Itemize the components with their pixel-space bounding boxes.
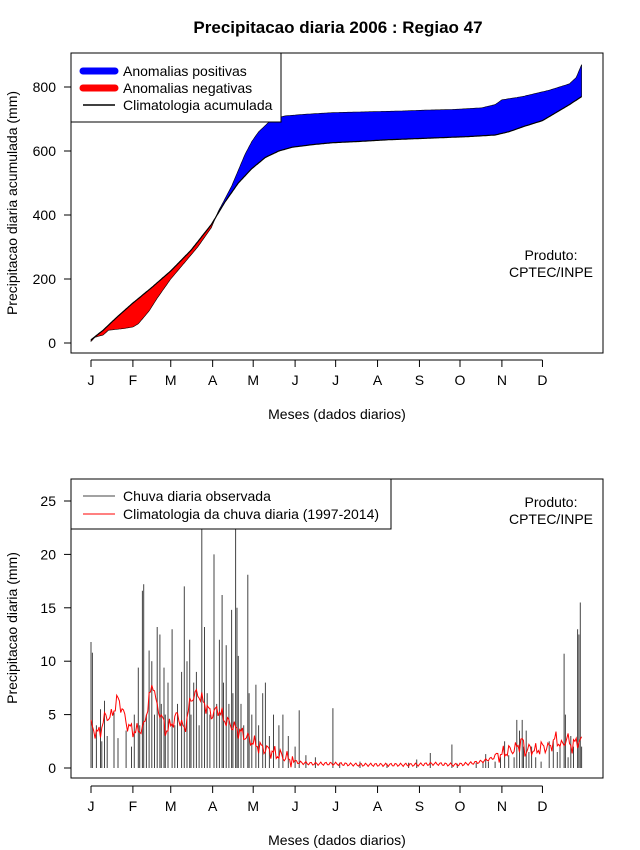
y-tick-label: 200: [33, 271, 57, 287]
x-tick-label: A: [208, 798, 218, 814]
legend-label-observed: Chuva diaria observada: [123, 488, 271, 504]
chart-title: Precipitacao diaria 2006 : Regiao 47: [193, 18, 482, 37]
x-tick-label: A: [208, 372, 218, 388]
y-tick-label: 400: [33, 207, 57, 223]
x-tick-label: M: [165, 372, 177, 388]
daily-y-ticks: 0 5 10 15 20 25: [40, 493, 71, 776]
legend-label-climatology: Climatologia acumulada: [123, 97, 273, 113]
x-tick-label: D: [537, 372, 547, 388]
cumulative-x-axis-label: Meses (dados diarios): [268, 406, 406, 422]
y-tick-label: 5: [48, 707, 56, 723]
y-tick-label: 600: [33, 143, 57, 159]
x-tick-label: M: [247, 372, 259, 388]
daily-y-axis-label: Precipitacao diaria (mm): [4, 552, 20, 704]
daily-legend-box: [70, 478, 392, 530]
x-tick-label: N: [497, 798, 507, 814]
x-tick-label: O: [455, 372, 466, 388]
x-tick-label: S: [415, 372, 424, 388]
legend-label-daily-climatology: Climatologia da chuva diaria (1997-2014): [123, 506, 379, 522]
cumulative-y-ticks: 0 200 400 600 800: [33, 79, 71, 351]
daily-product-label: Produto:: [525, 494, 578, 510]
daily-climatology-line: [90, 685, 583, 768]
x-tick-label: F: [129, 372, 138, 388]
x-tick-label: M: [247, 798, 259, 814]
daily-product-source: CPTEC/INPE: [509, 511, 593, 527]
x-tick-label: F: [129, 798, 138, 814]
x-tick-label: J: [88, 798, 95, 814]
x-tick-label: O: [455, 798, 466, 814]
x-tick-label: J: [88, 372, 95, 388]
y-tick-label: 10: [40, 653, 56, 669]
observed-daily-bars: [90, 511, 583, 768]
negative-anomaly-area: [90, 214, 217, 343]
y-tick-label: 0: [48, 760, 56, 776]
x-tick-label: A: [373, 372, 383, 388]
cumulative-legend: Anomalias positivas Anomalias negativas …: [70, 52, 282, 123]
cumulative-panel: 0 200 400 600 800 J F M A M J J A S O N D Meses (dados …: [4, 52, 604, 422]
x-tick-label: J: [332, 372, 339, 388]
cumulative-product-source: CPTEC/INPE: [509, 264, 593, 280]
daily-x-axis-label: Meses (dados diarios): [268, 832, 406, 848]
x-tick-label: M: [165, 798, 177, 814]
x-tick-label: J: [292, 798, 299, 814]
legend-label-positive: Anomalias positivas: [123, 63, 247, 79]
y-tick-label: 0: [48, 335, 56, 351]
climatology-cumulative-line: [90, 96, 582, 341]
x-tick-label: J: [292, 372, 299, 388]
cumulative-y-axis-label: Precipitacao diaria acumulada (mm): [4, 91, 20, 315]
y-tick-label: 25: [40, 493, 56, 509]
cumulative-plot-frame: [70, 52, 604, 354]
x-tick-label: J: [332, 798, 339, 814]
x-tick-label: S: [415, 798, 424, 814]
x-tick-label: D: [537, 798, 547, 814]
daily-panel: 0 5 10 15 20 25 J F M A M J J A S O N D Meses (dados dia…: [4, 478, 604, 848]
y-tick-label: 20: [40, 546, 56, 562]
x-tick-label: A: [373, 798, 383, 814]
x-tick-label: N: [497, 372, 507, 388]
cumulative-product-label: Produto:: [525, 247, 578, 263]
y-tick-label: 15: [40, 600, 56, 616]
y-tick-label: 800: [33, 79, 57, 95]
legend-label-negative: Anomalias negativas: [123, 80, 252, 96]
daily-legend: Chuva diaria observada Climatologia da c…: [70, 478, 392, 530]
